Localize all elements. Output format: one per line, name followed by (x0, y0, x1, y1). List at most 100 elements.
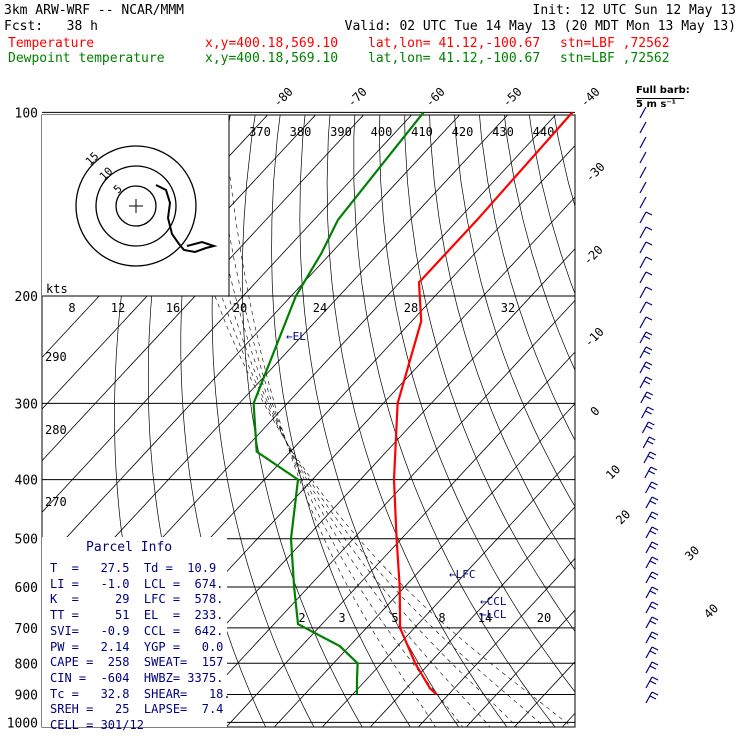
wind-barb-staff (642, 436, 650, 449)
wind-barb (639, 226, 653, 239)
dry-adiabat (529, 115, 575, 295)
isotherm-label: 30 (682, 543, 702, 563)
wind-barb-staff (645, 496, 653, 509)
wind-barb-staff (639, 106, 647, 119)
wind-barb-flag (650, 466, 658, 471)
dewpoint-xy: x,y=400.18,569.10 (205, 51, 339, 66)
isotherm-label: -60 (423, 85, 448, 110)
wind-barb (639, 271, 653, 284)
wind-barb (639, 376, 653, 389)
hodograph-ring (75, 145, 197, 267)
wind-barb (645, 541, 659, 554)
isotherm-line (465, 609, 575, 727)
isotherm-label: -70 (345, 85, 370, 110)
dry-adiabat (504, 115, 575, 371)
wind-barb-staff (645, 676, 653, 689)
wind-barb-flag (649, 605, 657, 610)
wind-barb (639, 316, 653, 329)
model-title: 3km ARW-WRF -- NCAR/MMM (4, 3, 185, 18)
wind-barb-flag (648, 436, 656, 441)
wind-barb (639, 301, 653, 314)
wind-barb (639, 181, 647, 194)
wind-barb-flag (643, 380, 651, 385)
isotherm-label: -40 (578, 85, 603, 110)
dry-adiabat-label: 430 (492, 125, 514, 139)
wind-barb-staff (639, 331, 647, 344)
isotherm-label: -50 (500, 85, 525, 110)
wind-barb-staff (639, 241, 647, 254)
wind-barb (641, 406, 654, 419)
wind-barb (645, 646, 659, 659)
moist-adiabat (222, 115, 436, 727)
lcl-annotation: ←LCL (480, 608, 507, 621)
dry-adiabat (299, 115, 460, 727)
wind-barb-flag (651, 511, 659, 516)
parcel-info-row: LI = -1.0 LCL = 674. (50, 576, 224, 591)
wind-barb-staff (639, 256, 647, 269)
wind-barb-flag (646, 425, 653, 430)
wind-barb (643, 451, 657, 464)
pressure-tick-label: 300 (15, 397, 38, 412)
mixing-ratio-label: 24 (313, 301, 327, 315)
wind-barb-staff (639, 181, 647, 194)
dry-adiabat (404, 115, 575, 633)
low-mixing-ratio-label: 8 (438, 611, 445, 625)
isotherm-label: -80 (271, 85, 296, 110)
moist-adiabat (199, 115, 491, 727)
wind-barb-flag (645, 346, 653, 351)
wind-barb-flag (649, 695, 657, 700)
isotherm-line (42, 115, 461, 565)
wind-barb-flag (651, 676, 659, 681)
isotherm-label: 0 (588, 404, 603, 419)
pressure-tick-label: 200 (15, 290, 38, 305)
el-annotation: ←EL (286, 330, 306, 343)
dry-adiabat (271, 115, 411, 727)
wind-barb-flag (644, 395, 652, 400)
wind-barb (639, 196, 647, 209)
dry-adiabat-label: 390 (330, 125, 352, 139)
isotherm-line (42, 115, 317, 410)
wind-barb-staff (639, 121, 647, 134)
wind-barb-flag (645, 211, 653, 216)
wind-barb-staff (645, 586, 653, 599)
dry-adiabat-label: 400 (371, 125, 393, 139)
wind-barb (645, 601, 659, 614)
temperature-latlon: lat,lon= 41.12,-100.67 (368, 36, 541, 51)
wind-barb-flag (645, 271, 653, 276)
parcel-info-row: TT = 51 EL = 233. (50, 608, 224, 623)
wind-barb (645, 616, 659, 629)
wind-barb-flag (645, 361, 653, 366)
wind-barb-flag (651, 661, 659, 666)
hodograph-ring (95, 165, 177, 247)
wind-barb-flag (649, 545, 657, 550)
wind-barb-staff (645, 556, 653, 569)
wind-barb-flag (649, 620, 657, 625)
mixing-ratio-label: 8 (68, 301, 75, 315)
side-theta-label: 270 (45, 495, 67, 509)
wind-barb-flag (648, 421, 655, 426)
init-time: Init: 12 UTC Sun 12 May 13 (532, 3, 737, 18)
wind-barb-flag (649, 650, 657, 655)
dewpoint-station: stn=LBF ,72562 (560, 51, 670, 66)
wind-barb-flag (649, 560, 657, 565)
wind-barb-flag (651, 481, 658, 486)
ccl-annotation: ←CCL (480, 595, 507, 608)
wind-barb (645, 511, 659, 524)
wind-barb-staff (645, 541, 653, 554)
wind-barb (639, 106, 647, 119)
parcel-info-row: SREH = 25 LAPSE= 7.4 (50, 702, 224, 717)
wind-barb-flag (647, 455, 655, 460)
wind-barb-flag (649, 451, 657, 456)
dry-adiabat (326, 115, 508, 727)
dry-adiabat-label: 370 (249, 125, 271, 139)
dry-adiabat (353, 115, 556, 727)
wind-barb-staff (639, 136, 647, 149)
lfc-annotation: ←LFC (449, 568, 476, 581)
parcel-info-title: Parcel Info (86, 540, 173, 555)
wind-barb (645, 526, 659, 539)
wind-barb-flag (651, 631, 659, 636)
wind-barb-flag (647, 406, 654, 411)
dry-adiabat (622, 85, 740, 736)
wind-barb-staff (639, 286, 647, 299)
